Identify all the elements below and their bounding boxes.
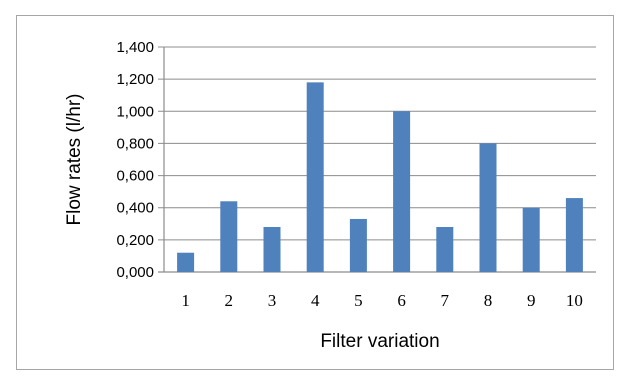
y-tick-label: 0,400 — [116, 200, 154, 217]
x-tick-label: 4 — [311, 291, 320, 310]
y-axis-title: Flow rates (l/hr) — [64, 94, 85, 226]
x-tick-label: 10 — [566, 291, 583, 310]
y-tick-label: 0,800 — [116, 135, 154, 152]
x-tick-label: 6 — [397, 291, 406, 310]
x-axis-ticks: 1 2 3 4 5 6 7 8 9 10 — [181, 291, 583, 310]
bar-5 — [349, 218, 367, 272]
bar-7 — [436, 227, 454, 272]
x-tick-label: 3 — [268, 291, 277, 310]
bar-1 — [177, 252, 195, 272]
bar-4 — [306, 82, 324, 272]
bar-8 — [479, 143, 497, 272]
x-tick-label: 1 — [181, 291, 190, 310]
x-tick-label: 7 — [441, 291, 450, 310]
bar-2 — [220, 201, 238, 272]
y-tick-label: 0,000 — [116, 264, 154, 281]
bar-3 — [263, 227, 281, 272]
bar-6 — [393, 111, 411, 273]
bar-9 — [522, 207, 540, 272]
bars — [177, 82, 583, 273]
x-tick-label: 5 — [354, 291, 363, 310]
y-tick-label: 1,400 — [116, 39, 154, 56]
y-tick-label: 1,200 — [116, 71, 154, 88]
x-tick-label: 9 — [527, 291, 536, 310]
y-axis-ticks: 0,000 0,200 0,400 0,600 0,800 1,000 1,200 1,400 — [116, 39, 154, 281]
x-axis-title: Filter variation — [320, 331, 439, 352]
x-tick-label: 8 — [484, 291, 493, 310]
bar-10 — [565, 198, 583, 272]
y-tick-label: 0,600 — [116, 168, 154, 185]
y-tick-label: 1,000 — [116, 103, 154, 120]
y-tick-label: 0,200 — [116, 232, 154, 249]
x-tick-label: 2 — [225, 291, 234, 310]
